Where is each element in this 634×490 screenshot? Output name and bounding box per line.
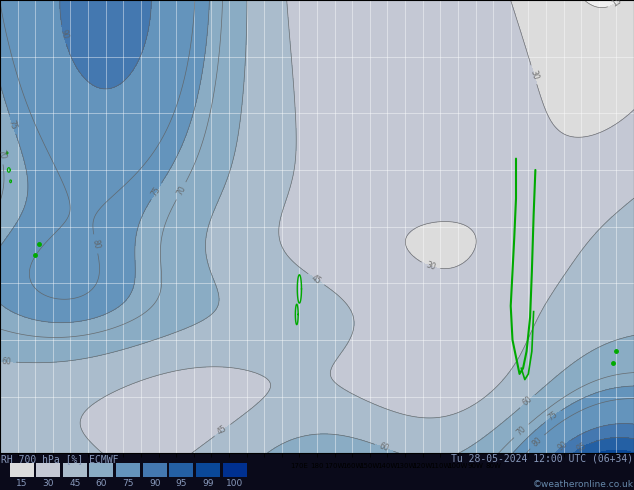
Bar bbox=[89, 463, 113, 477]
Text: 110W: 110W bbox=[430, 464, 451, 469]
Text: 45: 45 bbox=[216, 424, 229, 437]
Bar bbox=[63, 463, 87, 477]
Text: 45: 45 bbox=[309, 273, 323, 286]
Text: 95: 95 bbox=[176, 479, 187, 488]
Text: 90W: 90W bbox=[467, 464, 484, 469]
Text: ©weatheronline.co.uk: ©weatheronline.co.uk bbox=[533, 480, 633, 489]
Text: 30: 30 bbox=[425, 260, 437, 272]
Text: 170E: 170E bbox=[290, 464, 308, 469]
Text: 170W: 170W bbox=[325, 464, 345, 469]
Text: 130W: 130W bbox=[395, 464, 415, 469]
Text: 160W: 160W bbox=[342, 464, 363, 469]
Text: 120W: 120W bbox=[413, 464, 433, 469]
Text: 180: 180 bbox=[310, 464, 324, 469]
Text: 150W: 150W bbox=[359, 464, 380, 469]
Text: 75: 75 bbox=[122, 479, 134, 488]
Text: 99: 99 bbox=[202, 479, 214, 488]
Text: 75: 75 bbox=[150, 185, 163, 197]
Bar bbox=[143, 463, 167, 477]
Text: 30: 30 bbox=[528, 69, 540, 81]
Text: 80: 80 bbox=[90, 238, 101, 249]
Text: 90: 90 bbox=[556, 440, 569, 453]
Text: 100: 100 bbox=[226, 479, 243, 488]
Bar bbox=[116, 463, 140, 477]
Text: 95: 95 bbox=[575, 441, 588, 454]
Text: RH 700 hPa [%] ECMWF: RH 700 hPa [%] ECMWF bbox=[1, 454, 118, 464]
Bar bbox=[169, 463, 193, 477]
Text: 75: 75 bbox=[547, 410, 560, 423]
Text: 70: 70 bbox=[175, 184, 188, 197]
Text: 80: 80 bbox=[531, 435, 544, 448]
Text: 60: 60 bbox=[96, 479, 107, 488]
Bar bbox=[36, 463, 60, 477]
Bar bbox=[223, 463, 247, 477]
Text: 60: 60 bbox=[1, 357, 11, 367]
Text: 90: 90 bbox=[58, 29, 69, 40]
Bar bbox=[196, 463, 220, 477]
Text: 80W: 80W bbox=[485, 464, 501, 469]
Text: 70: 70 bbox=[0, 149, 7, 160]
Text: 60: 60 bbox=[521, 395, 534, 408]
Text: 140W: 140W bbox=[377, 464, 398, 469]
Text: 70: 70 bbox=[515, 424, 528, 438]
Text: 75: 75 bbox=[7, 119, 18, 131]
Text: 45: 45 bbox=[69, 479, 81, 488]
Text: 60: 60 bbox=[378, 442, 390, 454]
Text: Tu 28-05-2024 12:00 UTC (06+34): Tu 28-05-2024 12:00 UTC (06+34) bbox=[451, 454, 633, 464]
Text: 15: 15 bbox=[16, 479, 27, 488]
Bar bbox=[10, 463, 34, 477]
Text: 30: 30 bbox=[42, 479, 54, 488]
Text: 90: 90 bbox=[149, 479, 160, 488]
Text: 100W: 100W bbox=[448, 464, 468, 469]
Text: 15: 15 bbox=[610, 0, 623, 9]
